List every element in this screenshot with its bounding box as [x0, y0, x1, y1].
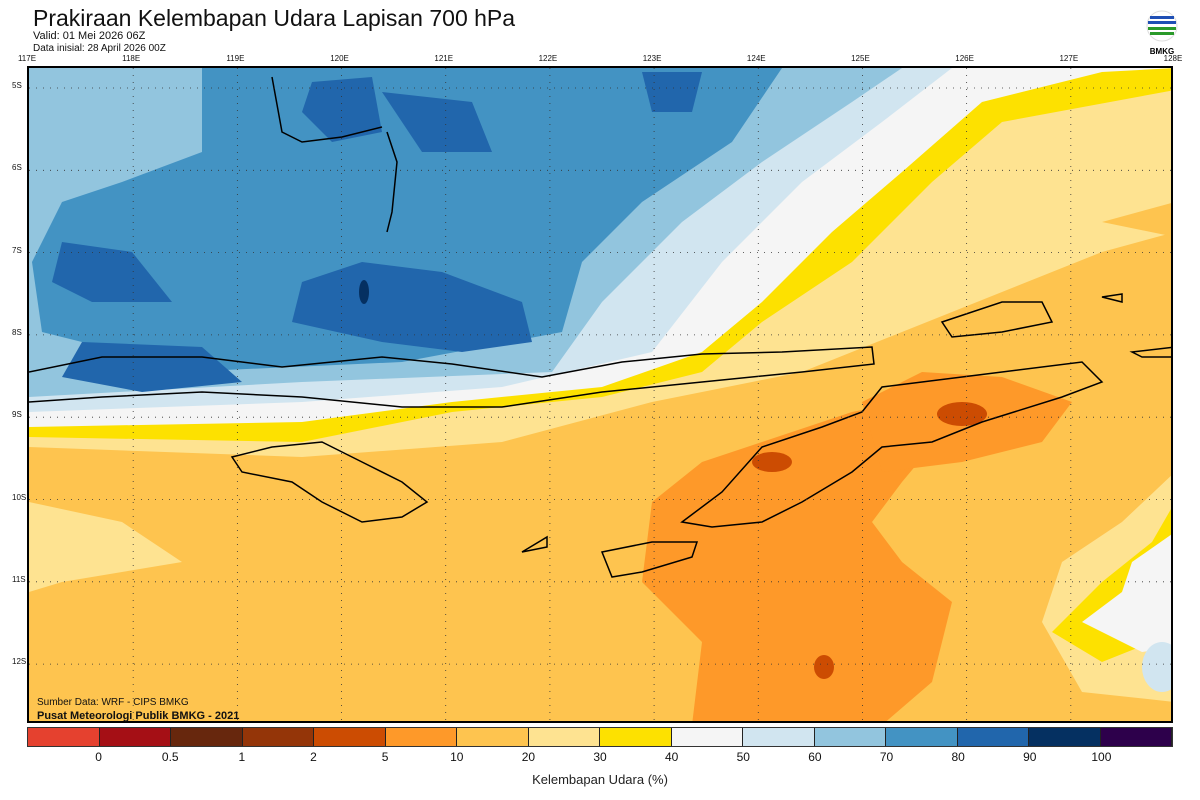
lon-tick-label: 126E [955, 54, 974, 63]
lon-tick-label: 127E [1059, 54, 1079, 63]
lat-tick-label: 11S [12, 574, 26, 584]
zone-5-10 [642, 402, 952, 721]
colorbar-tick-label: 10 [450, 750, 464, 764]
lon-tick-label: 117E [17, 54, 37, 63]
colorbar-swatch [242, 728, 314, 746]
lon-tick-label: 122E [538, 54, 558, 63]
colorbar-swatch [886, 728, 958, 746]
colorbar [27, 727, 1173, 747]
colorbar-tick-label: 50 [736, 750, 750, 764]
colorbar-tick-label: 30 [593, 750, 607, 764]
valid-time: Valid: 01 Mei 2026 06Z [33, 30, 146, 42]
zone-80-90 [642, 72, 702, 112]
selayar-island [386, 131, 398, 233]
small-island [1101, 293, 1123, 303]
lat-tick-label: 6S [12, 163, 22, 173]
zone-40-50 [1082, 534, 1171, 652]
colorbar-tick-label: 20 [521, 750, 536, 764]
bmkg-logo: BMKG [1146, 10, 1178, 56]
humidity-field [29, 68, 1171, 721]
zone-20-30 [29, 502, 182, 592]
lon-tick-label: 120E [330, 54, 349, 63]
colorbar-swatch [1100, 728, 1172, 746]
colorbar-swatch [314, 728, 386, 746]
lat-tick-label: 5S [12, 81, 22, 90]
sawu-island [521, 535, 548, 553]
zone-80-90 [62, 342, 242, 392]
colorbar-swatch [99, 728, 171, 746]
colorbar-swatch [28, 728, 100, 746]
colorbar-swatch [600, 728, 672, 746]
colorbar-label: Kelembapan Udara (%) [532, 772, 668, 787]
babar-island [1129, 346, 1171, 358]
logo-text: BMKG [1149, 47, 1175, 56]
lat-tick-label: 8S [12, 327, 22, 337]
lon-tick-label: 119E [226, 54, 245, 63]
zone-10-20 [1102, 203, 1171, 237]
colorbar-tick-label: 1 [238, 750, 246, 764]
zone-70-80 [32, 68, 782, 372]
lon-tick-label: 123E [642, 54, 662, 63]
zone-80-90 [382, 92, 492, 152]
zone-2-5 [937, 402, 987, 426]
colorbar-swatch [957, 728, 1029, 746]
colorbar-tick-label: 90 [1023, 750, 1037, 764]
colorbar-swatch [385, 728, 457, 746]
zone-90-100 [359, 280, 369, 304]
credit: Pusat Meteorologi Publik BMKG - 2021 [37, 710, 240, 722]
colorbar-tick-label: 0 [95, 750, 102, 764]
colorbar-tick-label: 60 [808, 750, 822, 764]
sumba-island [230, 441, 429, 523]
colorbar-tick-label: 100 [1091, 750, 1112, 764]
lon-tick-label: 124E [746, 54, 766, 63]
zone-50-60 [1142, 642, 1171, 692]
rote-island [600, 541, 699, 578]
colorbar-swatch [1029, 728, 1101, 746]
nusa-tenggara-islands [29, 346, 875, 408]
zone-80-90 [302, 77, 382, 142]
colorbar-tick-label: 80 [951, 750, 965, 764]
colorbar-swatch [671, 728, 743, 746]
timor-island [680, 361, 1104, 528]
zone-2-5 [752, 452, 792, 472]
bmkg-logo-icon [1146, 10, 1178, 42]
lat-tick-label: 10S [12, 492, 27, 502]
lon-tick-label: 128E [1163, 54, 1183, 63]
colorbar-tick-label: 40 [664, 750, 679, 764]
lat-tick-label: 7S [12, 245, 22, 255]
zone-80-90 [292, 262, 532, 352]
colorbar-tick-label: 2 [310, 750, 317, 764]
colorbar-tick-label: 0.5 [161, 750, 179, 764]
lon-tick-label: 118E [122, 54, 141, 63]
colorbar-tick-label: 5 [381, 750, 389, 764]
zone-2-5 [814, 655, 834, 679]
lon-tick-label: 121E [434, 54, 454, 63]
colorbar-swatch [814, 728, 886, 746]
zone-80-90 [52, 242, 172, 302]
zone-20-30 [1012, 110, 1171, 172]
lon-tick-label: 125E [851, 54, 870, 63]
colorbar-tick-label: 70 [879, 750, 894, 764]
map-title: Prakiraan Kelembapan Udara Lapisan 700 h… [33, 5, 516, 31]
data-source: Sumber Data: WRF - CIPS BMKG [37, 697, 189, 708]
coastlines [29, 76, 1171, 578]
lat-tick-label: 12S [12, 657, 27, 667]
colorbar-swatch [457, 728, 529, 746]
init-time: Data inisial: 28 April 2026 00Z [33, 43, 166, 54]
colorbar-swatch [528, 728, 600, 746]
colorbar-swatch [743, 728, 815, 746]
humidity-map [27, 66, 1173, 723]
wetar-island [940, 301, 1054, 338]
colorbar-swatch [171, 728, 243, 746]
lat-tick-label: 9S [12, 410, 22, 420]
sulawesi-coast [271, 76, 383, 143]
